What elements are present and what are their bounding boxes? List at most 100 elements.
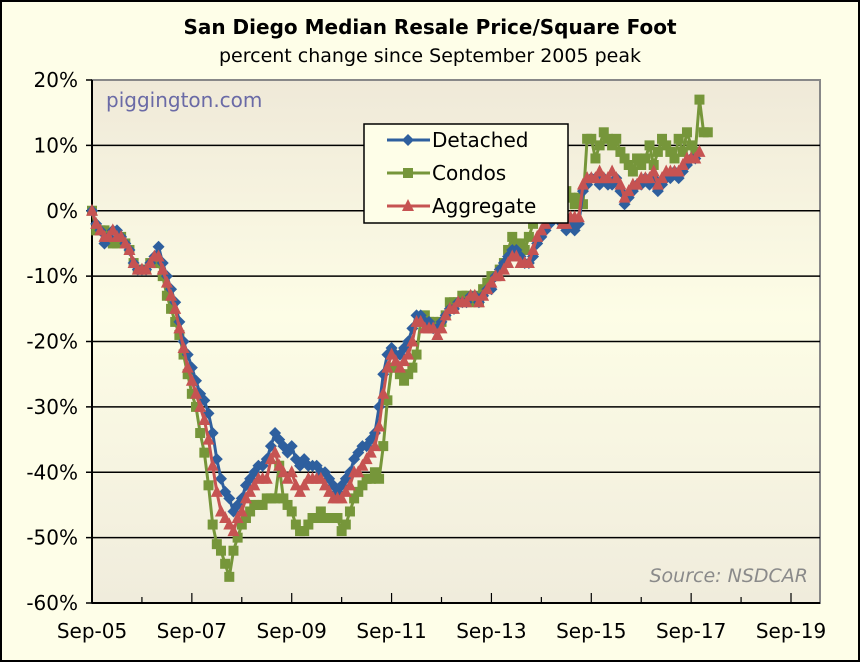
data-point bbox=[627, 166, 638, 177]
data-point bbox=[152, 240, 165, 253]
data-point bbox=[618, 190, 631, 203]
data-point bbox=[402, 347, 415, 360]
data-point bbox=[236, 519, 247, 530]
data-point bbox=[195, 428, 206, 439]
data-point bbox=[298, 478, 311, 491]
data-point bbox=[373, 419, 386, 432]
x-tick-label: Sep-17 bbox=[656, 619, 726, 643]
data-point bbox=[403, 369, 414, 380]
data-point bbox=[232, 532, 243, 543]
data-point bbox=[198, 412, 211, 425]
data-point bbox=[315, 506, 326, 517]
data-point bbox=[601, 171, 614, 184]
data-point bbox=[368, 439, 381, 452]
data-point bbox=[694, 94, 705, 105]
data-point bbox=[211, 539, 222, 550]
data-point bbox=[269, 445, 282, 458]
data-point bbox=[394, 369, 405, 380]
data-point bbox=[615, 146, 626, 157]
data-point bbox=[349, 493, 360, 504]
data-point bbox=[235, 504, 248, 517]
data-point bbox=[439, 308, 452, 321]
data-point bbox=[407, 362, 418, 373]
data-point bbox=[378, 441, 389, 452]
data-point bbox=[343, 478, 356, 491]
data-point bbox=[231, 511, 244, 524]
data-point bbox=[569, 199, 580, 210]
data-point bbox=[493, 269, 506, 282]
data-point bbox=[357, 480, 368, 491]
legend-marker-square-icon bbox=[403, 168, 413, 178]
data-point bbox=[576, 177, 589, 190]
data-point bbox=[181, 360, 194, 373]
data-point bbox=[643, 171, 656, 184]
data-point bbox=[111, 238, 122, 249]
series-aggregate bbox=[86, 144, 706, 537]
data-point bbox=[472, 295, 485, 308]
data-point bbox=[632, 153, 643, 164]
data-point bbox=[665, 146, 676, 157]
y-tick-label: -60% bbox=[26, 591, 78, 615]
data-point bbox=[602, 133, 613, 144]
data-point bbox=[228, 545, 239, 556]
data-point bbox=[336, 526, 347, 537]
data-point bbox=[190, 386, 203, 399]
data-point bbox=[590, 153, 601, 164]
data-point bbox=[240, 513, 251, 524]
data-point bbox=[156, 262, 169, 275]
data-point bbox=[651, 177, 664, 190]
data-point bbox=[360, 452, 373, 465]
data-point bbox=[203, 480, 214, 491]
data-point bbox=[169, 301, 182, 314]
data-point bbox=[202, 432, 215, 445]
data-point bbox=[339, 484, 352, 497]
legend-label-aggregate: Aggregate bbox=[432, 194, 536, 218]
data-point bbox=[689, 151, 702, 164]
data-point bbox=[270, 493, 281, 504]
data-point bbox=[177, 341, 190, 354]
chart-subtitle: percent change since September 2005 peak bbox=[219, 45, 641, 67]
data-point bbox=[356, 458, 369, 471]
data-point bbox=[661, 140, 672, 151]
data-point bbox=[640, 153, 651, 164]
data-point bbox=[406, 334, 419, 347]
data-point bbox=[286, 506, 297, 517]
data-point bbox=[702, 127, 713, 138]
x-tick-label: Sep-07 bbox=[157, 619, 227, 643]
y-tick-label: 0% bbox=[46, 199, 78, 223]
data-point bbox=[281, 471, 294, 484]
data-point bbox=[607, 140, 618, 151]
data-point bbox=[245, 506, 256, 517]
data-point bbox=[681, 127, 692, 138]
data-point bbox=[191, 401, 202, 412]
chart-title: San Diego Median Resale Price/Square Foo… bbox=[183, 15, 677, 39]
data-point bbox=[214, 472, 227, 485]
data-point bbox=[340, 519, 351, 530]
data-point bbox=[565, 192, 576, 203]
x-tick-label: Sep-09 bbox=[257, 619, 327, 643]
legend-label-detached: Detached bbox=[432, 128, 528, 152]
y-tick-label: 20% bbox=[34, 68, 78, 92]
data-point bbox=[652, 146, 663, 157]
data-point bbox=[160, 275, 173, 288]
data-point bbox=[382, 395, 393, 406]
data-point bbox=[199, 447, 210, 458]
data-point bbox=[657, 133, 668, 144]
data-point bbox=[393, 360, 406, 373]
data-point bbox=[223, 492, 236, 505]
data-point bbox=[527, 242, 540, 255]
source-note: Source: NSDCAR bbox=[650, 565, 809, 587]
y-tick-label: -10% bbox=[26, 264, 78, 288]
data-point bbox=[377, 386, 390, 399]
data-point bbox=[676, 157, 689, 170]
data-point bbox=[278, 493, 289, 504]
data-point bbox=[677, 146, 688, 157]
data-point bbox=[165, 288, 178, 301]
data-point bbox=[152, 249, 165, 262]
data-point bbox=[264, 452, 277, 465]
data-point bbox=[282, 499, 293, 510]
data-point bbox=[257, 499, 268, 510]
data-point bbox=[353, 486, 364, 497]
x-tick-label: Sep-11 bbox=[356, 619, 426, 643]
data-point bbox=[647, 164, 660, 177]
